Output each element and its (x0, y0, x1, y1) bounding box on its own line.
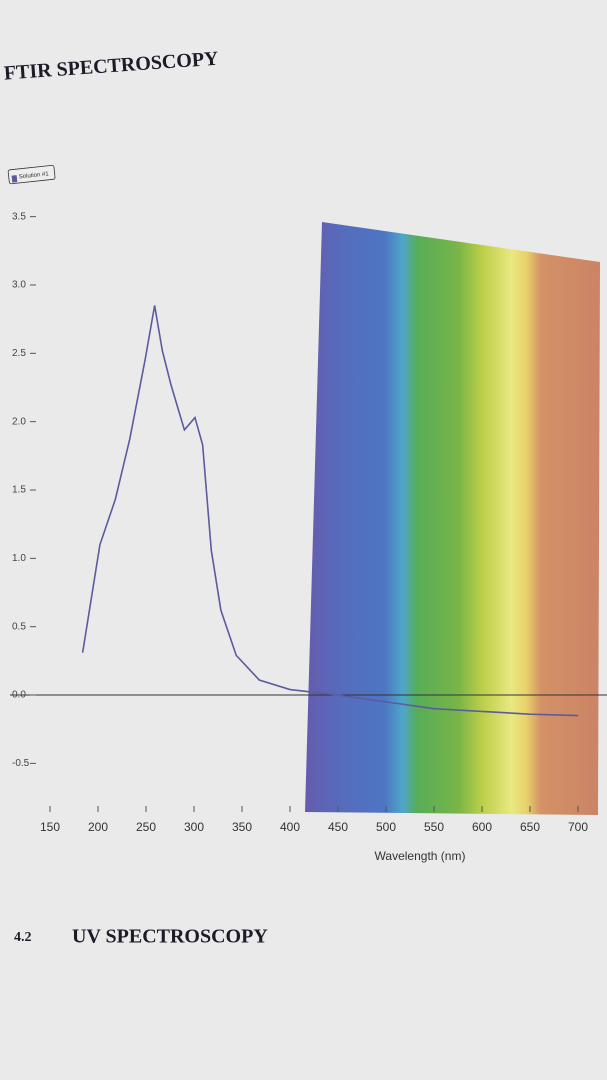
x-tick-label: 250 (136, 820, 156, 834)
y-tick-label: 3.0 (12, 280, 26, 291)
y-tick-label: 0.0 (12, 690, 26, 701)
y-tick-label: -0.5 (12, 758, 30, 769)
x-tick-label: 700 (568, 820, 588, 834)
y-tick-label: 2.5 (12, 348, 26, 359)
y-tick-label: 1.5 (12, 485, 26, 496)
x-tick-label: 600 (472, 820, 492, 834)
x-tick-label: 550 (424, 820, 444, 834)
x-tick-label: 650 (520, 820, 540, 834)
legend-label: Solution #1 (19, 171, 50, 180)
section-number: 4.2 (14, 930, 32, 945)
y-tick-label: 3.5 (12, 211, 26, 222)
section-title: UV SPECTROSCOPY (72, 926, 268, 948)
x-tick-label: 400 (280, 820, 300, 834)
x-tick-label: 300 (184, 820, 204, 834)
x-tick-label: 500 (376, 820, 396, 834)
y-tick-label: 2.0 (12, 416, 26, 427)
visible-spectrum (305, 222, 600, 815)
x-axis-label: Wavelength (nm) (375, 849, 466, 863)
x-tick-label: 450 (328, 820, 348, 834)
legend-swatch (11, 175, 18, 183)
y-tick-label: 0.5 (12, 621, 26, 632)
y-tick-label: 1.0 (12, 553, 26, 564)
legend-box (7, 164, 56, 185)
x-tick-label: 350 (232, 820, 252, 834)
x-tick-label: 200 (88, 820, 108, 834)
data-line (81, 305, 579, 717)
x-tick-label: 150 (40, 820, 60, 834)
